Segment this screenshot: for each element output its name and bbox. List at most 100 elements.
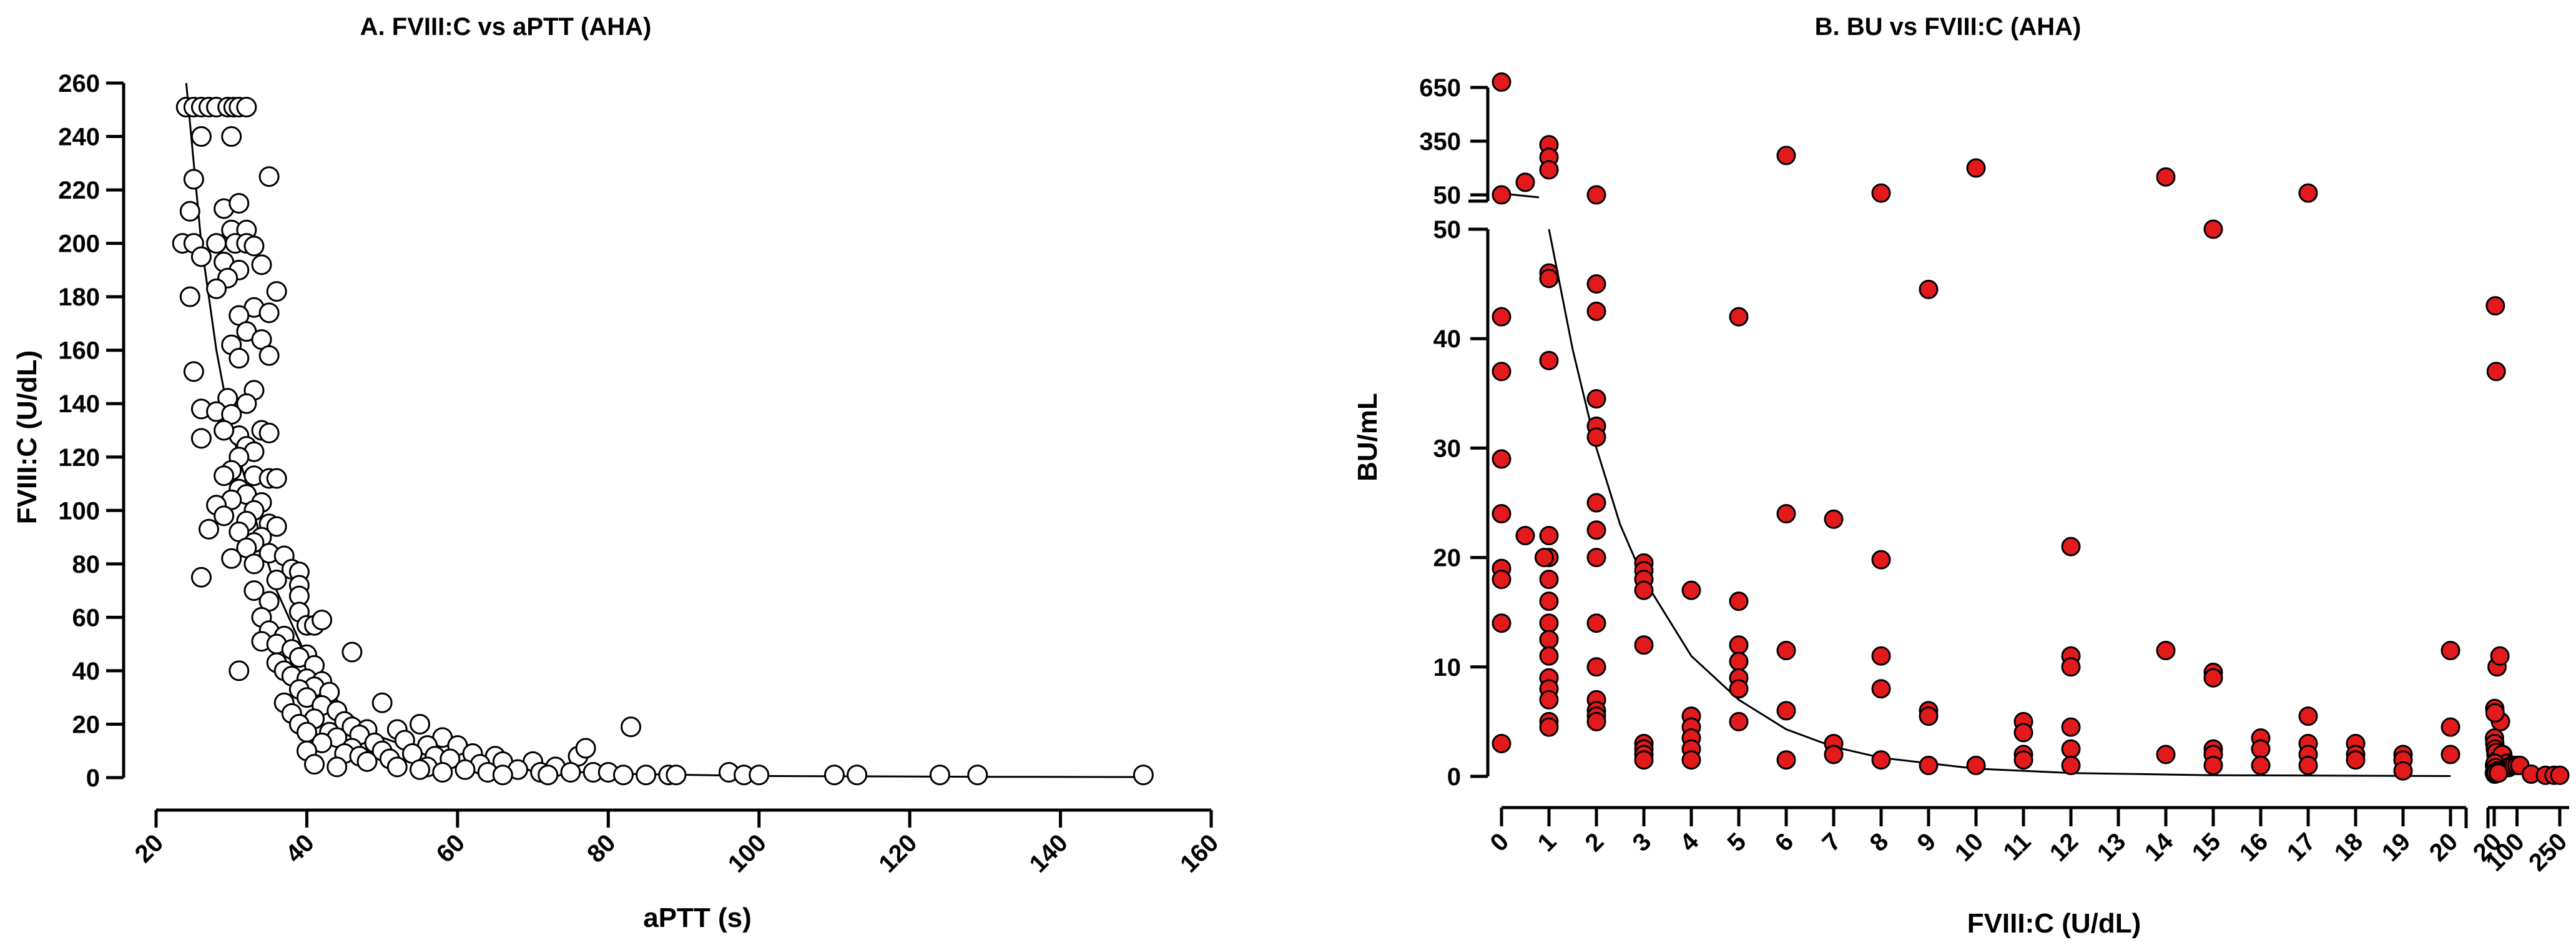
panel-b-x-tick-label: 7	[1817, 828, 1847, 857]
panel-a-x-tick-label: 20	[130, 829, 169, 868]
panel-b-x-tick-label: 10	[1950, 828, 1989, 867]
panel-a-data-point	[342, 641, 363, 663]
panel-a-data-point	[179, 286, 200, 307]
panel-a-y-tick-label: 40	[72, 658, 101, 685]
panel-b-data-point	[2485, 296, 2505, 316]
panel-a-data-point	[214, 505, 235, 527]
panel-b-x-tick-label: 19	[2377, 828, 2416, 867]
panel-b-data-point	[1539, 690, 1559, 710]
panel-b-data-point	[2203, 668, 2223, 688]
panel-b-data-point	[2298, 183, 2318, 203]
panel-a-data-point	[612, 764, 634, 786]
panel-b-x-tick-label: 13	[2092, 828, 2131, 867]
panel-a-data-point	[179, 200, 200, 222]
panel-b-data-point	[1539, 350, 1559, 370]
panel-b-x-tick-label: 250	[2524, 828, 2572, 876]
panel-a-y-tick-label: 120	[58, 444, 100, 472]
panel-b-data-point	[2441, 745, 2460, 764]
panel-b-data-point	[1919, 755, 1939, 775]
panel-b-data-point	[1634, 750, 1654, 770]
panel-b-x-tick-label: 0	[1485, 828, 1515, 857]
panel-a-data-point	[327, 756, 348, 778]
panel-a-data-point	[575, 738, 596, 759]
panel-b-data-point	[2013, 723, 2033, 743]
panel-b-x-tick-label: 17	[2282, 828, 2321, 867]
panel-a-data-point	[206, 278, 227, 299]
panel-a-data-point	[312, 610, 333, 631]
panel-a-data-point	[371, 692, 393, 713]
panel-a-data-point	[190, 126, 212, 147]
panel-b: B. BU vs FVIII:C (AHA) FVIII:C (U/dL) BU…	[1352, 13, 2572, 939]
panel-a-data-point	[258, 302, 280, 324]
panel-a-data-point	[221, 126, 242, 147]
panel-b-y-tick-label: 40	[1433, 325, 1462, 353]
panel-a-x-tick-label: 140	[1025, 829, 1073, 878]
panel-b-data-point	[1492, 72, 1512, 92]
panel-b-x-tick-label: 20	[2424, 828, 2464, 867]
panel-b-data-point	[1966, 158, 1986, 178]
panel-a: A. FVIII:C vs aPTT (AHA) aPTT (s) FVIII:…	[12, 13, 1224, 933]
panel-b-data-point	[1729, 679, 1749, 699]
panel-a-y-tick-label: 20	[72, 711, 101, 738]
panel-a-y-tick-label: 0	[86, 764, 100, 792]
panel-a-data-point	[243, 580, 265, 601]
panel-b-data-point	[1776, 750, 1796, 770]
panel-b-x-tick-label: 6	[1770, 828, 1799, 857]
panel-a-y-tick-label: 240	[58, 124, 100, 151]
panel-b-data-point	[1539, 591, 1559, 611]
panel-b-y-tick-label: 0	[1447, 763, 1461, 791]
panel-a-data-point	[236, 393, 257, 414]
panel-a-data-point	[229, 348, 250, 369]
panel-b-data-point	[1681, 580, 1701, 600]
panel-a-data-point	[229, 660, 250, 681]
panel-b-data-point	[1539, 630, 1559, 650]
panel-b-data-point	[2490, 646, 2510, 666]
panel-b-data-point	[1586, 548, 1606, 568]
panel-a-data-point	[251, 254, 272, 275]
panel-b-x-tick-label: 4	[1675, 828, 1704, 857]
panel-b-x-axis-label: FVIII:C (U/dL)	[1967, 908, 2141, 939]
panel-b-data-point	[1586, 657, 1606, 677]
panel-a-data-point	[410, 759, 430, 780]
panel-a-data-point	[749, 764, 770, 786]
panel-b-data-point	[1776, 146, 1796, 166]
panel-a-y-tick-label: 100	[58, 497, 100, 525]
panel-b-x-tick-label: 9	[1912, 828, 1942, 857]
panel-a-data-point	[432, 761, 453, 783]
panel-b-x-tick-label: 3	[1628, 828, 1657, 857]
panel-b-data-point	[2061, 717, 2081, 737]
panel-a-data-point	[621, 716, 641, 738]
panel-b-data-point	[1492, 362, 1512, 382]
panel-b-data-point	[1871, 750, 1891, 770]
panel-a-data-point	[266, 281, 287, 302]
panel-b-x-tick-label: 2	[1580, 828, 1610, 857]
panel-a-points	[172, 96, 1154, 786]
panel-a-data-point	[1133, 764, 1154, 786]
panel-a-data-point	[190, 428, 212, 449]
panel-a-data-point	[266, 516, 287, 537]
panel-b-data-point	[1539, 613, 1559, 633]
panel-b-data-point	[1681, 750, 1701, 770]
panel-b-data-point	[1539, 646, 1559, 666]
panel-a-data-point	[356, 751, 378, 772]
panel-a-y-axis-label: FVIII:C (U/dL)	[12, 350, 42, 525]
panel-a-data-point	[386, 756, 408, 778]
panel-b-data-point	[1776, 504, 1796, 524]
panel-b-data-point	[1729, 651, 1749, 671]
panel-a-y-tick-label: 140	[58, 390, 100, 418]
panel-b-data-point	[2061, 537, 2081, 557]
panel-b-data-point	[1919, 706, 1939, 726]
panel-b-data-point	[2061, 657, 2081, 677]
panel-a-data-point	[304, 754, 325, 775]
panel-a-x-tick-label: 160	[1175, 829, 1224, 878]
panel-b-x-tick-label: 12	[2045, 828, 2084, 867]
panel-a-data-point	[636, 764, 657, 786]
panel-b-data-point	[2061, 755, 2081, 775]
panel-b-data-point	[2441, 641, 2460, 661]
panel-b-data-point	[1729, 711, 1749, 731]
panel-b-data-point	[1966, 755, 1986, 775]
panel-a-data-point	[455, 759, 476, 780]
panel-b-data-point	[1729, 307, 1749, 327]
panel-b-data-point	[1871, 550, 1891, 570]
panel-a-data-point	[266, 570, 287, 591]
